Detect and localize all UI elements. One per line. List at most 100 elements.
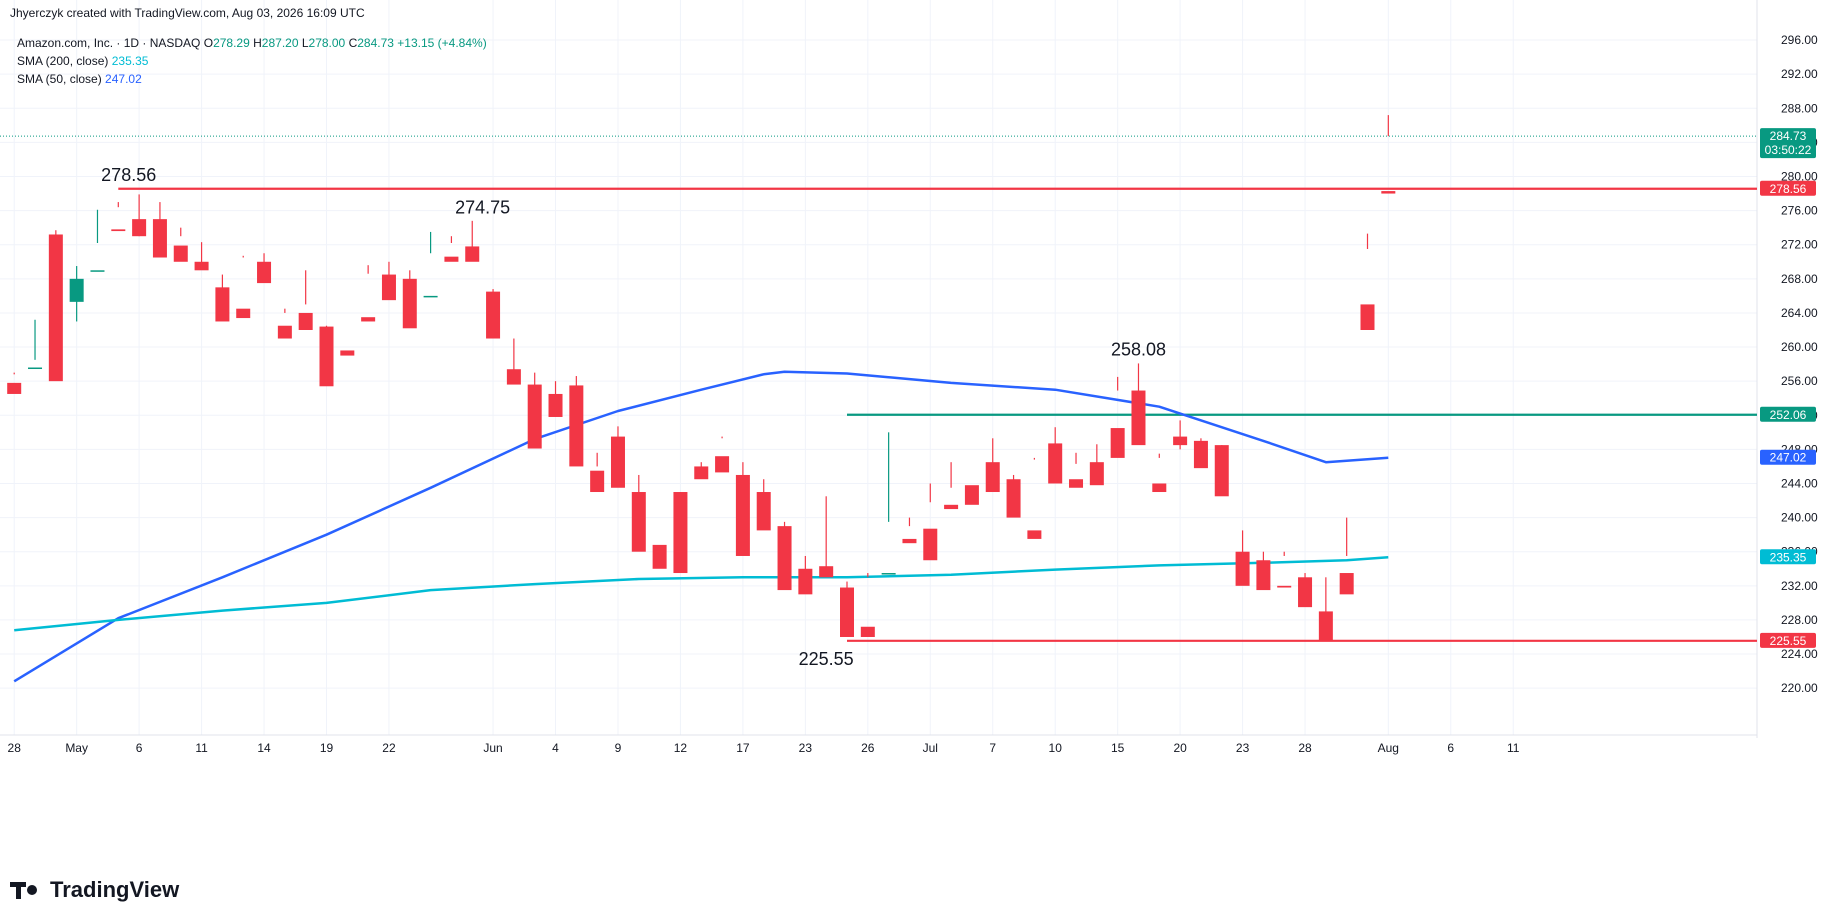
tradingview-branding[interactable]: TradingView [10, 877, 179, 903]
candle[interactable] [715, 436, 730, 473]
candle[interactable] [1006, 474, 1021, 518]
candle[interactable] [673, 492, 688, 574]
symbol-label[interactable]: Amazon.com, Inc. · 1D · NASDAQ [17, 36, 201, 50]
sma50-legend[interactable]: SMA (50, close) 247.02 [17, 70, 487, 88]
candle[interactable] [1318, 577, 1333, 641]
candle[interactable] [548, 381, 563, 417]
candle[interactable] [964, 483, 979, 505]
candle[interactable] [527, 372, 542, 449]
candle[interactable] [1110, 376, 1125, 458]
candle[interactable] [590, 452, 605, 493]
candle[interactable] [444, 236, 459, 262]
candle[interactable] [423, 231, 438, 298]
time-tick-label: 11 [195, 741, 208, 755]
price-tag-text: 247.02 [1770, 451, 1807, 465]
sma200-legend[interactable]: SMA (200, close) 235.35 [17, 52, 487, 70]
candle[interactable] [777, 521, 792, 591]
candle-body [1235, 551, 1250, 586]
candle[interactable] [923, 483, 938, 561]
candle-body [819, 566, 834, 578]
candle[interactable] [1089, 444, 1104, 486]
candle[interactable] [652, 518, 667, 569]
candle[interactable] [257, 253, 272, 284]
candle[interactable] [1381, 115, 1396, 194]
candle[interactable] [1027, 457, 1042, 539]
candle[interactable] [486, 289, 501, 339]
candle[interactable] [48, 230, 63, 382]
candle[interactable] [7, 372, 22, 394]
candle-body [444, 256, 459, 262]
candle[interactable] [132, 194, 147, 237]
candle-body [881, 573, 896, 575]
candle[interactable] [340, 304, 355, 356]
candle[interactable] [756, 479, 771, 531]
candle[interactable] [1256, 551, 1271, 591]
candle-body [423, 295, 438, 298]
time-tick-label: Aug [1378, 741, 1399, 755]
candle[interactable] [1048, 427, 1063, 484]
candle[interactable] [111, 202, 126, 232]
time-tick-label: 17 [736, 741, 750, 755]
candle-body [152, 219, 167, 258]
candle[interactable] [1360, 233, 1375, 330]
price-tick-label: 272.00 [1781, 238, 1818, 252]
candle[interactable] [1235, 530, 1250, 586]
candle[interactable] [236, 255, 251, 319]
candle-body [319, 326, 334, 387]
candle[interactable] [1298, 573, 1313, 608]
candle[interactable] [735, 462, 750, 556]
candle[interactable] [985, 438, 1000, 493]
candle[interactable] [298, 270, 313, 330]
candle[interactable] [361, 265, 376, 322]
candle[interactable] [1193, 438, 1208, 469]
candle[interactable] [152, 202, 167, 258]
candle[interactable] [402, 270, 417, 329]
candle[interactable] [569, 376, 584, 467]
candle[interactable] [1131, 363, 1146, 446]
candle[interactable] [860, 573, 875, 637]
candle[interactable] [465, 220, 480, 262]
time-tick-label: 19 [320, 741, 334, 755]
candle[interactable] [798, 555, 813, 595]
candle[interactable] [819, 496, 834, 578]
candle[interactable] [881, 432, 896, 575]
candle[interactable] [631, 474, 646, 552]
candle[interactable] [1339, 517, 1354, 595]
candle[interactable] [840, 581, 854, 637]
candle[interactable] [69, 266, 84, 322]
time-tick-label: 9 [615, 741, 622, 755]
candle[interactable] [194, 242, 209, 271]
time-tick-label: 12 [674, 741, 688, 755]
candle[interactable] [90, 209, 105, 272]
change-value: +13.15 (+4.84%) [397, 36, 487, 50]
candle[interactable] [610, 426, 625, 488]
candle-body [69, 278, 84, 302]
candle-body [1193, 440, 1208, 469]
open-value: 278.29 [213, 36, 250, 50]
candle[interactable] [1152, 453, 1167, 493]
ohlc-row: Amazon.com, Inc. · 1D · NASDAQ O278.29 H… [17, 34, 487, 52]
open-label: O [203, 36, 214, 50]
candle[interactable] [381, 261, 396, 301]
candle[interactable] [944, 462, 959, 510]
candle[interactable] [319, 325, 334, 387]
close-value: 284.73 [357, 36, 394, 50]
candle[interactable] [902, 517, 917, 544]
candle[interactable] [215, 274, 230, 322]
candle[interactable] [277, 308, 292, 339]
candle[interactable] [506, 338, 521, 385]
candle[interactable] [1173, 420, 1188, 450]
candle[interactable] [1214, 445, 1229, 497]
time-tick-label: 10 [1049, 741, 1063, 755]
candle-body [735, 474, 750, 556]
price-tag-text: 235.35 [1770, 550, 1807, 564]
candle[interactable] [1069, 452, 1084, 488]
candle[interactable] [1277, 551, 1292, 588]
candle[interactable] [694, 462, 709, 480]
candle-body [173, 245, 188, 262]
candle-body [277, 325, 292, 339]
candle[interactable] [173, 227, 188, 262]
candle-body [631, 492, 646, 552]
candle[interactable] [28, 319, 43, 370]
